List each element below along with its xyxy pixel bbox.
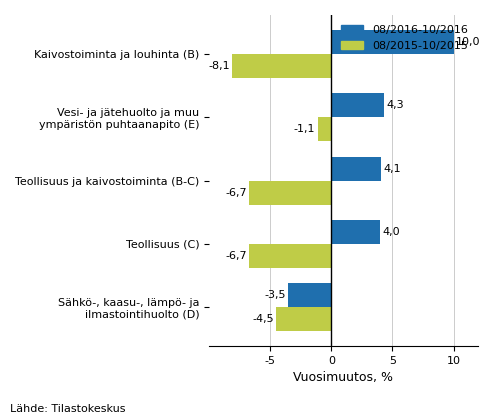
Bar [276, 307, 331, 331]
Text: -6,7: -6,7 [225, 251, 247, 261]
Text: -3,5: -3,5 [265, 290, 286, 300]
Bar [249, 244, 331, 268]
Bar [331, 93, 384, 117]
X-axis label: Vuosimuutos, %: Vuosimuutos, % [293, 371, 393, 384]
Bar [249, 181, 331, 205]
Text: 4,3: 4,3 [387, 100, 404, 110]
Text: Lähde: Tilastokeskus: Lähde: Tilastokeskus [10, 404, 125, 414]
Bar [288, 283, 331, 307]
Bar [331, 156, 382, 181]
Text: -6,7: -6,7 [225, 188, 247, 198]
Text: -1,1: -1,1 [294, 124, 316, 134]
Text: 10,0: 10,0 [456, 37, 481, 47]
Text: -8,1: -8,1 [208, 61, 230, 71]
Bar [331, 30, 454, 54]
Bar [331, 220, 380, 244]
Text: -4,5: -4,5 [252, 314, 274, 324]
Legend: 08/2016-10/2016, 08/2015-10/2015: 08/2016-10/2016, 08/2015-10/2015 [337, 20, 472, 55]
Bar [232, 54, 331, 78]
Text: 4,1: 4,1 [384, 163, 401, 173]
Text: 4,0: 4,0 [383, 227, 400, 237]
Bar [318, 117, 331, 141]
